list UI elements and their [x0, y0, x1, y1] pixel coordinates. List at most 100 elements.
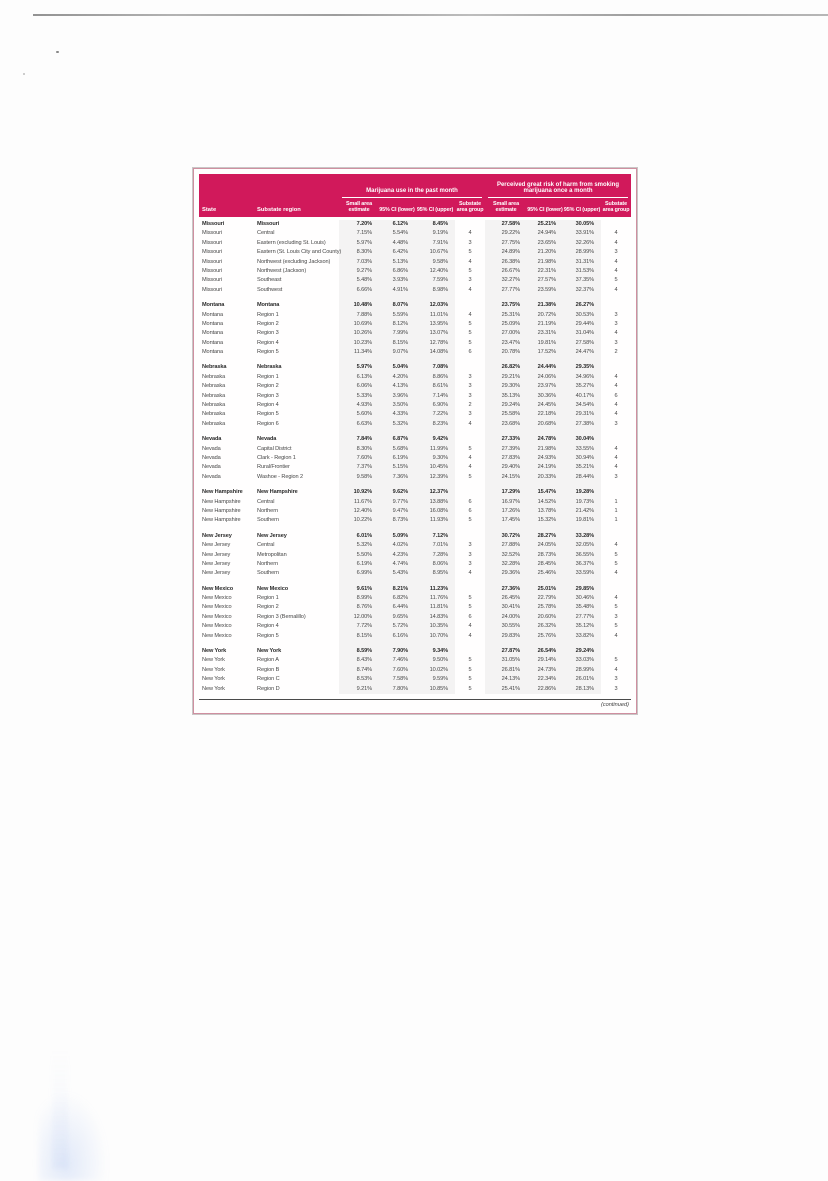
cell-value: 4.02%	[392, 542, 408, 549]
cell-area-group: 3	[468, 383, 472, 390]
cell-value: 35.12%	[575, 623, 594, 630]
cell-value: 32.52%	[501, 551, 520, 558]
cell-value: 4.74%	[392, 560, 408, 567]
cell-value: 7.84%	[356, 436, 372, 443]
cell-state: New York	[202, 685, 225, 692]
cell-value: 28.44%	[575, 473, 594, 480]
cell-value: 8.12%	[392, 320, 408, 327]
cell-value: 12.40%	[429, 267, 448, 274]
table-row: New York New York 8.59% 7.90% 9.34% 27.87% 26.…	[199, 647, 631, 656]
cell-state: New Jersey	[202, 532, 232, 539]
cell-value: 5.60%	[356, 411, 372, 418]
cell-area-group: 4	[614, 373, 618, 380]
cell-region: New Jersey	[257, 532, 287, 539]
state-group: New York New York 8.59% 7.90% 9.34% 27.87% 26.…	[199, 647, 631, 694]
column-header-substate-region: Substate region	[257, 207, 301, 213]
cell-value: 33.03%	[575, 657, 594, 664]
cell-value: 17.45%	[501, 517, 520, 524]
cell-value: 27.58%	[501, 221, 520, 227]
cell-value: 7.08%	[432, 364, 448, 371]
cell-value: 35.21%	[575, 464, 594, 471]
cell-area-group: 5	[468, 330, 472, 337]
cell-value: 27.39%	[501, 445, 520, 452]
cell-region: Region 3	[257, 330, 279, 337]
column-header-small-area-estimate: Small area estimate	[346, 201, 372, 214]
cell-value: 10.02%	[429, 666, 448, 673]
cell-area-group: 4	[468, 420, 472, 427]
cell-value: 9.65%	[392, 613, 408, 620]
cell-value: 27.83%	[501, 454, 520, 461]
cell-value: 8.15%	[356, 632, 372, 639]
page-top-rule	[33, 14, 828, 16]
cell-state: New Hampshire	[202, 517, 241, 524]
cell-value: 26.27%	[575, 302, 594, 309]
cell-region: Rural/Frontier	[257, 464, 290, 471]
cell-value: 9.59%	[432, 676, 448, 683]
table-row: New Hampshire Southern 10.22% 8.73% 11.93% 5 1…	[199, 516, 631, 525]
cell-area-group: 5	[468, 657, 472, 664]
cell-value: 10.67%	[429, 249, 448, 256]
cell-value: 37.35%	[575, 277, 594, 284]
cell-state: New Mexico	[202, 604, 232, 611]
cell-value: 25.31%	[501, 311, 520, 318]
cell-area-group: 4	[468, 311, 472, 318]
cell-value: 23.97%	[537, 383, 556, 390]
table-row: Missouri Northwest (excluding Jackson) 7.0…	[199, 258, 631, 267]
cell-value: 23.31%	[537, 330, 556, 337]
cell-value: 21.98%	[537, 445, 556, 452]
cell-area-group	[455, 301, 485, 310]
table-row: Nevada Nevada 7.84% 6.87% 9.42% 27.33% 24.78% 3…	[199, 435, 631, 444]
cell-state: Montana	[202, 339, 224, 346]
table-row: Nebraska Region 5 5.60% 4.33% 7.22% 3 25.58% 22…	[199, 410, 631, 419]
cell-area-group: 3	[614, 685, 618, 692]
cell-value: 15.32%	[537, 517, 556, 524]
cell-value: 9.58%	[432, 258, 448, 265]
cell-value: 6.06%	[356, 383, 372, 390]
cell-value: 7.03%	[356, 258, 372, 265]
cell-value: 10.35%	[429, 623, 448, 630]
cell-area-group: 3	[614, 613, 618, 620]
table-row: New Hampshire Northern 12.40% 9.47% 16.08% 6 1…	[199, 507, 631, 516]
cell-area-group: 5	[468, 517, 472, 524]
table-row: Nevada Rural/Frontier 7.37% 5.15% 10.45% 4 29.…	[199, 463, 631, 472]
cell-value: 19.81%	[575, 517, 594, 524]
cell-region: Washoe - Region 2	[257, 473, 303, 480]
cell-value: 8.30%	[356, 249, 372, 256]
cell-value: 23.68%	[501, 420, 520, 427]
cell-state: Missouri	[202, 239, 223, 246]
cell-value: 29.31%	[575, 411, 594, 418]
cell-value: 5.97%	[356, 239, 372, 246]
cell-state: New Mexico	[202, 613, 232, 620]
cell-area-group: 4	[614, 239, 618, 246]
cell-value: 20.78%	[501, 349, 520, 356]
cell-area-group: 4	[614, 286, 618, 293]
cell-value: 27.87%	[501, 648, 520, 655]
cell-value: 29.44%	[575, 320, 594, 327]
cell-value: 10.45%	[429, 464, 448, 471]
cell-value: 24.78%	[537, 436, 556, 443]
cell-area-group	[601, 585, 631, 594]
cell-area-group	[455, 220, 485, 229]
table-row: Missouri Missouri 7.20% 6.12% 8.45% 27.58% 25.…	[199, 220, 631, 229]
cell-area-group: 3	[468, 373, 472, 380]
cell-value: 24.06%	[537, 373, 556, 380]
cell-value: 29.24%	[575, 648, 594, 655]
cell-area-group: 4	[614, 454, 618, 461]
cell-value: 8.43%	[356, 657, 372, 664]
cell-region: Region 3	[257, 392, 279, 399]
cell-value: 24.93%	[537, 454, 556, 461]
cell-value: 10.85%	[429, 685, 448, 692]
cell-area-group: 4	[468, 464, 472, 471]
cell-value: 29.40%	[501, 464, 520, 471]
group-header-perceived-risk: Perceived great risk of harm from smokin…	[488, 182, 628, 198]
cell-value: 13.88%	[429, 498, 448, 505]
cell-area-group: 5	[614, 623, 618, 630]
cell-area-group: 5	[468, 339, 472, 346]
cell-value: 25.58%	[501, 411, 520, 418]
cell-value: 7.20%	[356, 221, 372, 227]
cell-state: Nebraska	[202, 392, 226, 399]
cell-value: 15.47%	[537, 489, 556, 496]
cell-region: Nevada	[257, 436, 277, 443]
table-row: Montana Montana 10.48% 8.07% 12.03% 23.75% 21.…	[199, 301, 631, 310]
state-group: New Jersey New Jersey 6.01% 5.09% 7.12% 30.72…	[199, 532, 631, 579]
